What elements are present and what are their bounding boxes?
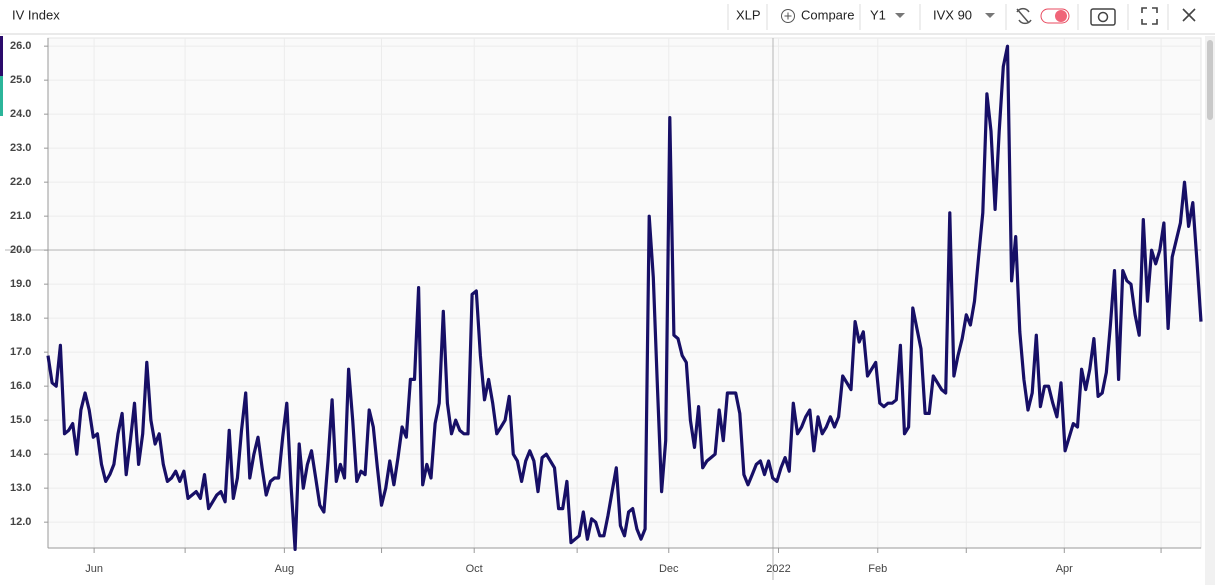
y-tick-label: 13.0 [10, 482, 31, 494]
dropdown-arrow [895, 13, 905, 18]
fullscreen-icon[interactable] [1141, 7, 1158, 25]
close-icon[interactable] [1182, 8, 1196, 22]
y-tick-label: 25.0 [10, 74, 31, 86]
x-tick-label: 2022 [766, 563, 790, 575]
toolbar [0, 0, 1215, 34]
x-tick-label: Oct [466, 563, 483, 575]
y-tick-label: 17.0 [10, 346, 31, 358]
scrollbar-thumb [1207, 40, 1213, 120]
symbol-button[interactable]: XLP [736, 7, 761, 22]
y-tick-label: 19.0 [10, 278, 31, 290]
y-tick-label: 18.0 [10, 312, 31, 324]
y-tick-label: 12.0 [10, 516, 31, 528]
compare-button[interactable]: Compare [801, 7, 854, 22]
side-marker [0, 76, 3, 116]
compare-icon [784, 12, 792, 20]
sync-icon[interactable] [1016, 7, 1032, 25]
y-tick-label: 16.0 [10, 380, 31, 392]
measure-select[interactable]: IVX 90 [933, 7, 972, 22]
side-marker [0, 36, 3, 76]
x-tick-label: Aug [275, 563, 295, 575]
x-tick-label: Apr [1056, 563, 1073, 575]
dropdown-arrow [985, 13, 995, 18]
toggle-knob [1055, 10, 1067, 22]
camera-icon[interactable] [1090, 8, 1116, 26]
series-line [46, 44, 1203, 551]
compare-icon[interactable] [781, 9, 795, 23]
y-tick-label: 22.0 [10, 176, 31, 188]
y-tick-label: 14.0 [10, 448, 31, 460]
y-tick-label: 15.0 [10, 414, 31, 426]
y-tick-label: 21.0 [10, 210, 31, 222]
x-tick-label: Dec [659, 563, 679, 575]
x-tick-label: Feb [868, 563, 887, 575]
camera-lens [1097, 11, 1109, 23]
y-tick-label: 26.0 [10, 40, 31, 52]
period-select[interactable]: Y1 [870, 7, 886, 22]
y-tick-label: 20.0 [10, 244, 31, 256]
y-tick-label: 24.0 [10, 108, 31, 120]
y-tick-label: 23.0 [10, 142, 31, 154]
x-tick-label: Jun [85, 563, 103, 575]
panel-title: IV Index [12, 7, 60, 22]
scrollbar [1205, 36, 1215, 585]
